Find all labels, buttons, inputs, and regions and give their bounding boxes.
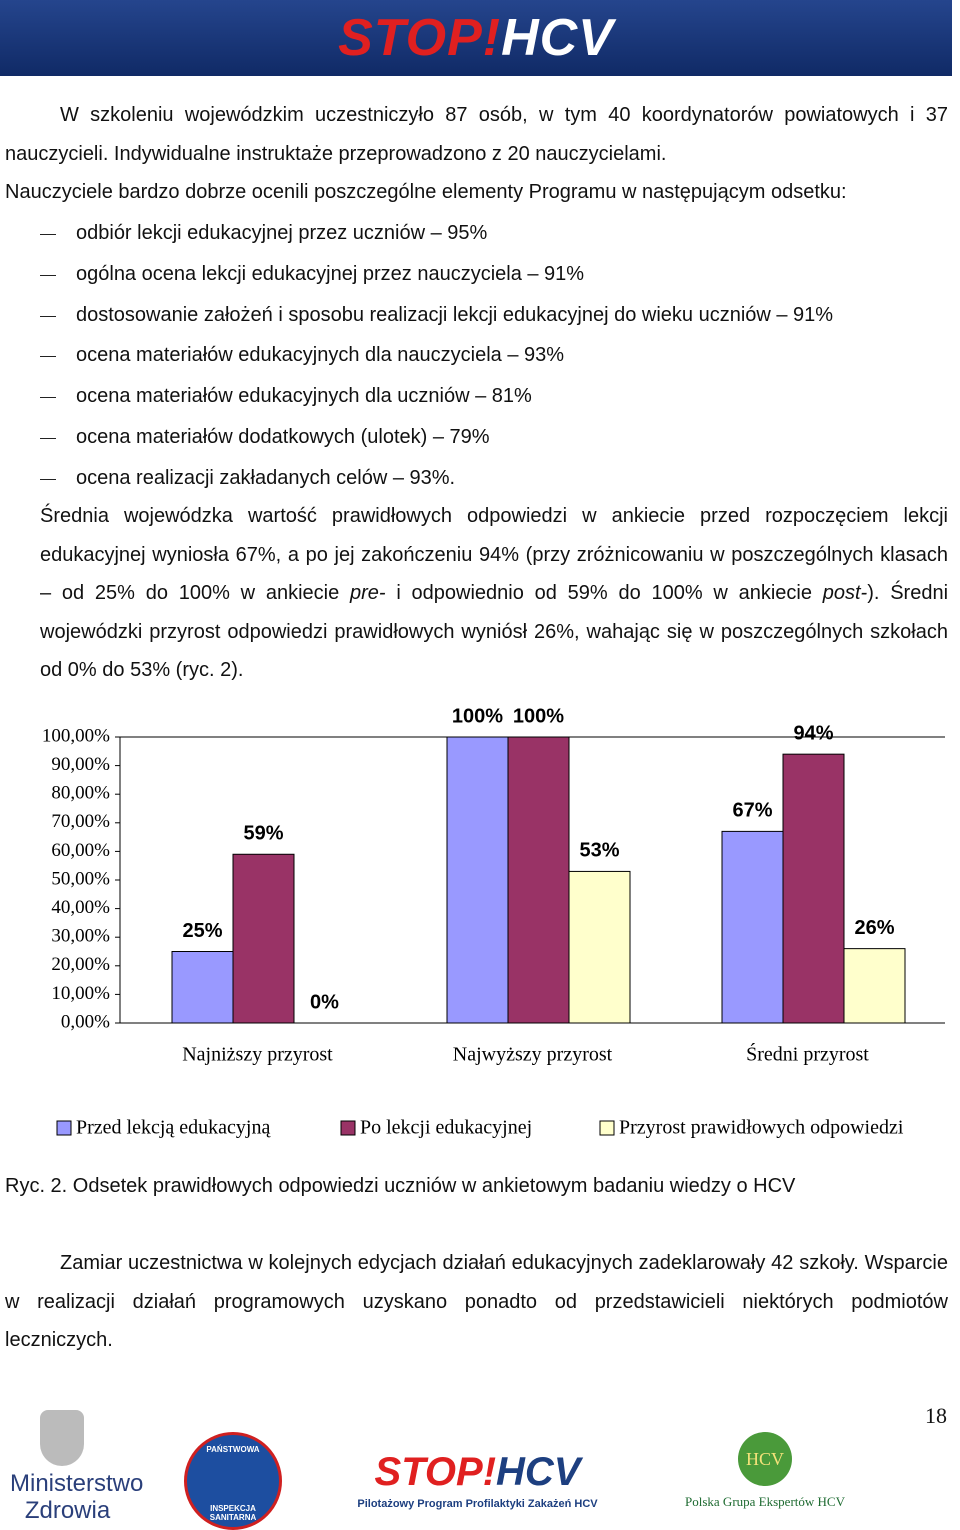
y-tick-label: 80,00% <box>51 783 110 804</box>
text: HCV <box>496 1450 581 1494</box>
paragraph: Średnia wojewódzka wartość prawidłowych … <box>40 497 948 690</box>
logo-stop: STOP! <box>338 9 502 67</box>
list-item: odbiór lekcji edukacyjnej przez uczniów … <box>76 222 488 244</box>
bullet-dash <box>40 274 56 276</box>
value-label: 100% <box>513 705 564 727</box>
y-tick-label: 10,00% <box>51 983 110 1004</box>
x-tick-label: Najwyższy przyrost <box>453 1044 613 1066</box>
bar <box>782 753 845 1024</box>
paragraph: Nauczyciele bardzo dobrze ocenili poszcz… <box>5 181 847 203</box>
bullet-dash <box>40 356 56 358</box>
program-name: Pilotażowy Program Profilaktyki Zakażeń … <box>357 1498 598 1510</box>
bullet-dash <box>40 234 56 235</box>
page-number: 18 <box>925 1403 947 1428</box>
legend-label: Przed lekcją edukacyjną <box>76 1117 271 1139</box>
y-tick-label: 60,00% <box>51 840 110 861</box>
bullet-dash <box>40 478 56 480</box>
stop-logo: STOP!HCV <box>355 1450 600 1495</box>
bullet-dash <box>40 315 56 317</box>
logo-hcv: HCV <box>501 9 614 67</box>
value-label: 100% <box>452 705 503 727</box>
value-label: 0% <box>310 991 339 1013</box>
header-logo: STOP!HCV <box>0 8 952 68</box>
y-tick-label: 40,00% <box>51 897 110 918</box>
value-label: 67% <box>732 800 772 822</box>
paragraph: W szkoleniu wojewódzkim uczestniczyło 87… <box>5 104 948 165</box>
caption: Ryc. 2. Odsetek prawidłowych odpowiedzi … <box>5 1175 796 1197</box>
text: Ministerstwo <box>10 1470 144 1497</box>
text: INSPEKCJA SANITARNA <box>209 1504 257 1522</box>
pge-icon: HCV <box>738 1432 792 1486</box>
pge-name: Polska Grupa Ekspertów HCV <box>685 1494 845 1509</box>
legend-swatch <box>56 1120 72 1136</box>
value-label: 53% <box>579 840 619 862</box>
text: post- <box>822 582 868 604</box>
list-item: ocena realizacji zakładanych celów – 93%… <box>76 466 456 489</box>
y-tick-label: 0,00% <box>61 1011 110 1032</box>
value-label: 26% <box>854 917 894 939</box>
y-tick-label: 50,00% <box>51 868 110 889</box>
text: i odpowiednio od 59% do 100% w ankiecie <box>385 582 823 604</box>
x-tick-label: Najniższy przyrost <box>182 1044 333 1066</box>
text: STOP! <box>374 1450 497 1494</box>
chart: 0,00% 10,00% 20,00% 30,00% 40,00% 50,00% 60,00… <box>42 705 945 1139</box>
value-label: 59% <box>243 823 283 845</box>
bar <box>446 736 509 1024</box>
list-item: ogólna ocena lekcji edukacyjnej przez na… <box>76 262 585 285</box>
bar <box>171 951 234 1024</box>
legend-label: Po lekcji edukacyjnej <box>360 1117 532 1139</box>
legend-swatch <box>340 1120 356 1136</box>
value-label: 94% <box>793 722 833 744</box>
x-tick-label: Średni przyrost <box>746 1042 869 1066</box>
text: Zdrowia <box>24 1497 111 1524</box>
y-tick-label: 20,00% <box>51 954 110 975</box>
list-item: ocena materiałów edukacyjnych dla nauczy… <box>76 344 565 367</box>
text: ). Średni wojewódzki przyrost odpowiedzi… <box>40 582 949 681</box>
bullet-dash <box>40 397 56 399</box>
pis-logo: PAŃSTWOWA INSPEKCJA SANITARNA <box>184 1432 282 1530</box>
bullet-dash <box>40 438 56 439</box>
list-item: dostosowanie założeń i sposobu realizacj… <box>76 303 834 326</box>
value-label: 25% <box>182 920 222 942</box>
y-tick-label: 90,00% <box>51 754 110 775</box>
ministry-logo: Ministerstwo Zdrowia <box>10 1470 144 1524</box>
eagle-icon <box>40 1410 84 1466</box>
legend-swatch <box>599 1120 615 1136</box>
text: pre- <box>350 582 386 604</box>
list-item: ocena materiałów dodatkowych (ulotek) – … <box>76 426 490 448</box>
legend-label: Przyrost prawidłowych odpowiedzi <box>619 1117 904 1139</box>
bar <box>507 736 570 1024</box>
text: PAŃSTWOWA <box>206 1445 260 1454</box>
bar <box>568 870 631 1024</box>
text: Średnia wojewódzka wartość prawidłowych … <box>40 505 948 604</box>
bar <box>721 830 784 1024</box>
paragraph: Zamiar uczestnictwa w kolejnych edycjach… <box>5 1252 948 1351</box>
list-item: ocena materiałów edukacyjnych dla ucznió… <box>76 385 532 408</box>
bar <box>232 853 295 1024</box>
y-tick-label: 100,00% <box>42 725 110 746</box>
y-tick-label: 30,00% <box>51 926 110 947</box>
header-bar: STOP!HCV <box>0 0 952 76</box>
y-tick-label: 70,00% <box>51 811 110 832</box>
bar <box>843 948 906 1024</box>
